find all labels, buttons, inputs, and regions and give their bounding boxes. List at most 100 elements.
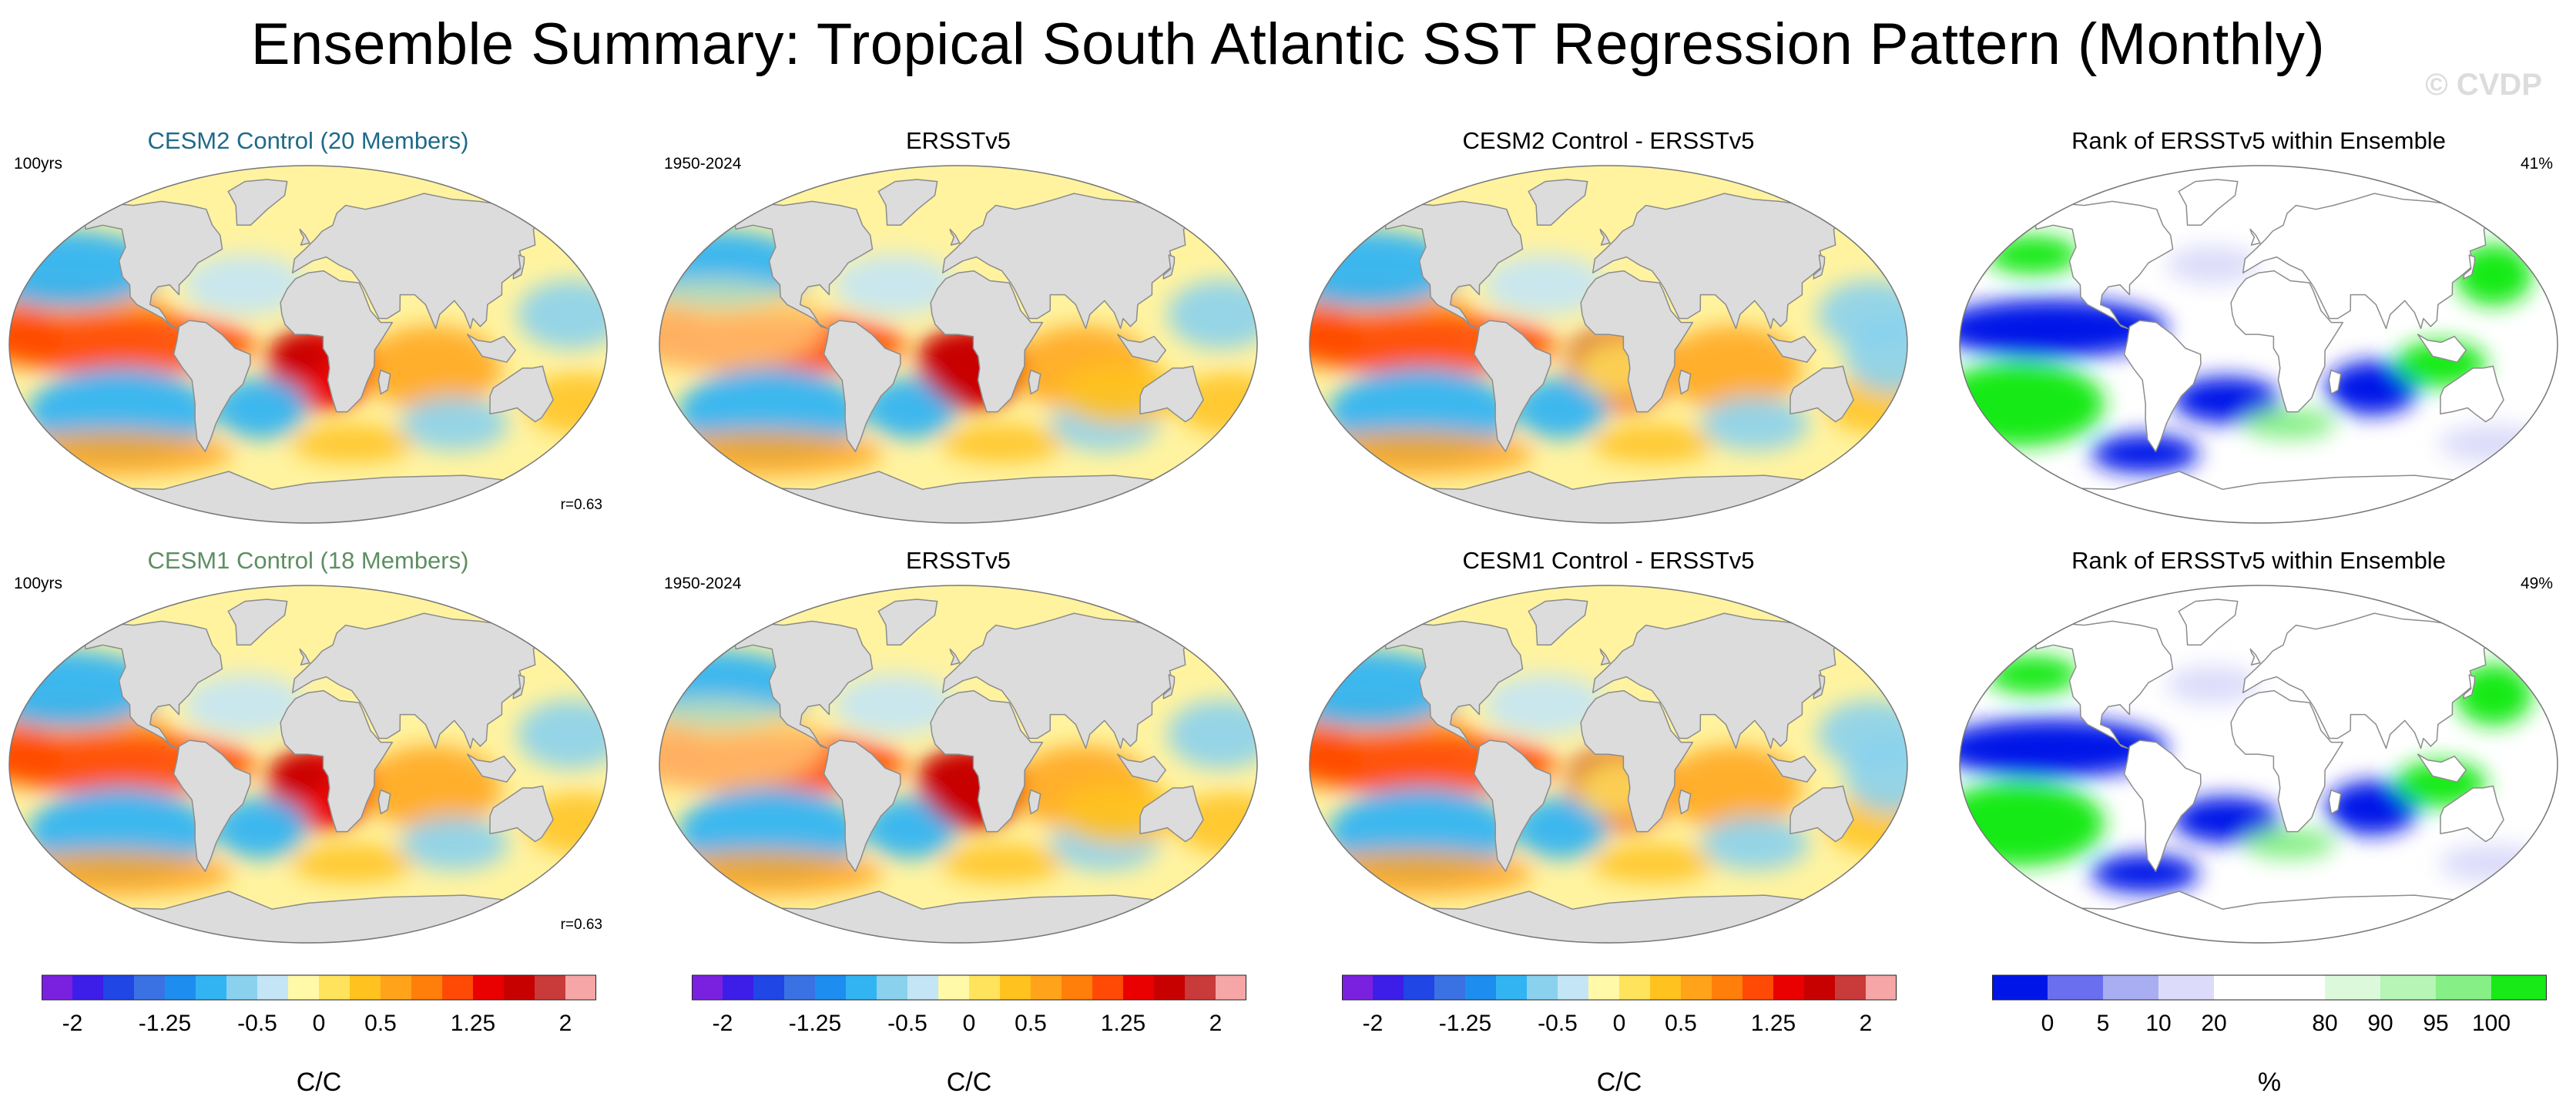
- colorbar-segment: [319, 975, 351, 1000]
- continent-japan: [512, 254, 525, 280]
- colorbar-segment: [2158, 975, 2215, 1000]
- map-svg: [8, 165, 608, 524]
- colorbar-tick-label: 0: [963, 1011, 976, 1036]
- continent-greenland: [2178, 599, 2239, 646]
- continent-greenland: [2178, 179, 2239, 226]
- panel-cesm1-ensemble: CESM1 Control (18 Members) 100yrs r=0.63: [0, 547, 616, 955]
- colorbar-unit: C/C: [296, 1068, 342, 1097]
- colorbar-segment: [753, 975, 785, 1000]
- pattern-correlation: r=0.63: [560, 497, 602, 513]
- map-svg: [1959, 585, 2558, 944]
- map-data-blob: [362, 325, 501, 411]
- map-data-blob: [1700, 397, 1809, 451]
- continent-north-america: [733, 620, 874, 750]
- map-border: [659, 165, 1258, 524]
- map-data-blob: [941, 843, 1064, 883]
- colorbar-unit: C/C: [1596, 1068, 1642, 1097]
- continent-europe-asia: [291, 193, 545, 330]
- colorbar-frame: [1342, 974, 1897, 1001]
- map-border: [8, 585, 608, 944]
- continent-japan: [1162, 674, 1176, 699]
- map-data-blob: [1483, 673, 1607, 736]
- panel-rank-cesm2: Rank of ERSSTv5 within Ensemble 41%: [1950, 127, 2567, 535]
- continent-indonesia: [1116, 334, 1167, 363]
- colorbar-tick-label: -2: [62, 1011, 83, 1036]
- colorbar-segment: [72, 975, 104, 1000]
- map-data-blob: [2326, 780, 2419, 835]
- colorbar-unit: %: [2257, 1068, 2282, 1097]
- continent-japan: [512, 674, 525, 699]
- colorbar-segment: [1465, 975, 1497, 1000]
- continent-north-america: [2034, 200, 2174, 330]
- map-data-blob: [2172, 377, 2281, 424]
- map-data-blob: [1987, 236, 2080, 274]
- colorbar-segment: [226, 975, 258, 1000]
- colorbar-segment: [692, 975, 723, 1000]
- colorbar-tick-label: 1.25: [1751, 1011, 1796, 1036]
- map-data-blob: [2166, 665, 2259, 704]
- map-svg: [659, 585, 1258, 944]
- map-border: [1959, 165, 2558, 524]
- continent-japan: [1813, 674, 1826, 699]
- map-data-blob: [269, 330, 331, 377]
- colorbar-segment: [1154, 975, 1186, 1000]
- panel-title: CESM2 Control (20 Members): [147, 127, 469, 154]
- colorbar-segment: [1000, 975, 1031, 1000]
- panel-title: Rank of ERSSTv5 within Ensemble: [2071, 547, 2446, 574]
- continent-indonesia: [2417, 753, 2467, 783]
- colorbar-tick-label: -0.5: [887, 1011, 927, 1036]
- continent-indonesia: [466, 334, 517, 363]
- map-data-blob: [2326, 361, 2419, 415]
- colorbar-tick-label: 10: [2145, 1011, 2171, 1036]
- map-svg: [659, 165, 1258, 524]
- colorbar-frame: [42, 974, 596, 1001]
- colorbar-segment: [2325, 975, 2381, 1000]
- continent-australia: [1139, 785, 1204, 843]
- colorbar-segment: [1123, 975, 1155, 1000]
- continent-australia: [2440, 785, 2504, 843]
- continent-australia: [2440, 365, 2504, 423]
- map-data-blob: [1700, 817, 1809, 871]
- map-data-blob: [941, 424, 1064, 463]
- colorbar-segment: [535, 975, 566, 1000]
- map-data-blob: [2091, 854, 2199, 893]
- data-field: [1310, 650, 1907, 897]
- colorbar-tick-label: -0.5: [1538, 1011, 1578, 1036]
- colorbar-segment: [2491, 975, 2547, 1000]
- colorbar-tick-label: 0: [313, 1011, 326, 1036]
- continent-uk: [1599, 228, 1611, 246]
- colorbar-segment: [350, 975, 381, 1000]
- map-border: [1309, 585, 1908, 944]
- colorbar-segment: [1434, 975, 1466, 1000]
- continent-africa: [2230, 270, 2344, 413]
- continent-madagascar: [2328, 789, 2342, 815]
- continent-south-america: [823, 320, 901, 452]
- continent-south-america: [173, 739, 251, 872]
- colorbar-segment: [1558, 975, 1589, 1000]
- colorbar-unit: C/C: [946, 1068, 992, 1097]
- figure-title: Ensemble Summary: Tropical South Atlanti…: [250, 12, 2326, 77]
- colorbar-regression-1: -2 -1.25 -0.5 0 0.5 1.25 2 C/C: [42, 969, 596, 1100]
- colorbar-segment: [2214, 975, 2270, 1000]
- colorbar-segment: [2380, 975, 2437, 1000]
- colorbar-segment: [907, 975, 939, 1000]
- panel-title: CESM2 Control - ERSSTv5: [1462, 127, 1755, 154]
- colorbar-segment: [473, 975, 505, 1000]
- continent-africa: [1580, 270, 1694, 413]
- continent-madagascar: [1028, 369, 1041, 395]
- colorbar-segment: [784, 975, 816, 1000]
- colorbar-segment: [381, 975, 412, 1000]
- colorbar-frame: [692, 974, 1246, 1001]
- continent-north-america: [83, 620, 223, 750]
- continent-north-america: [1384, 620, 1524, 750]
- continent-europe-asia: [941, 193, 1195, 330]
- colorbar-frame: [1992, 974, 2547, 1001]
- colorbar-segment: [969, 975, 1001, 1000]
- colorbar-segment: [2103, 975, 2159, 1000]
- map-data-blob: [2242, 828, 2336, 860]
- continent-greenland: [877, 179, 938, 226]
- map-data-blob: [1662, 745, 1802, 830]
- panel-cesm2-minus-obs: CESM2 Control - ERSSTv5: [1300, 127, 1917, 535]
- continent-greenland: [877, 599, 938, 646]
- panel-title: CESM1 Control (18 Members): [147, 547, 469, 574]
